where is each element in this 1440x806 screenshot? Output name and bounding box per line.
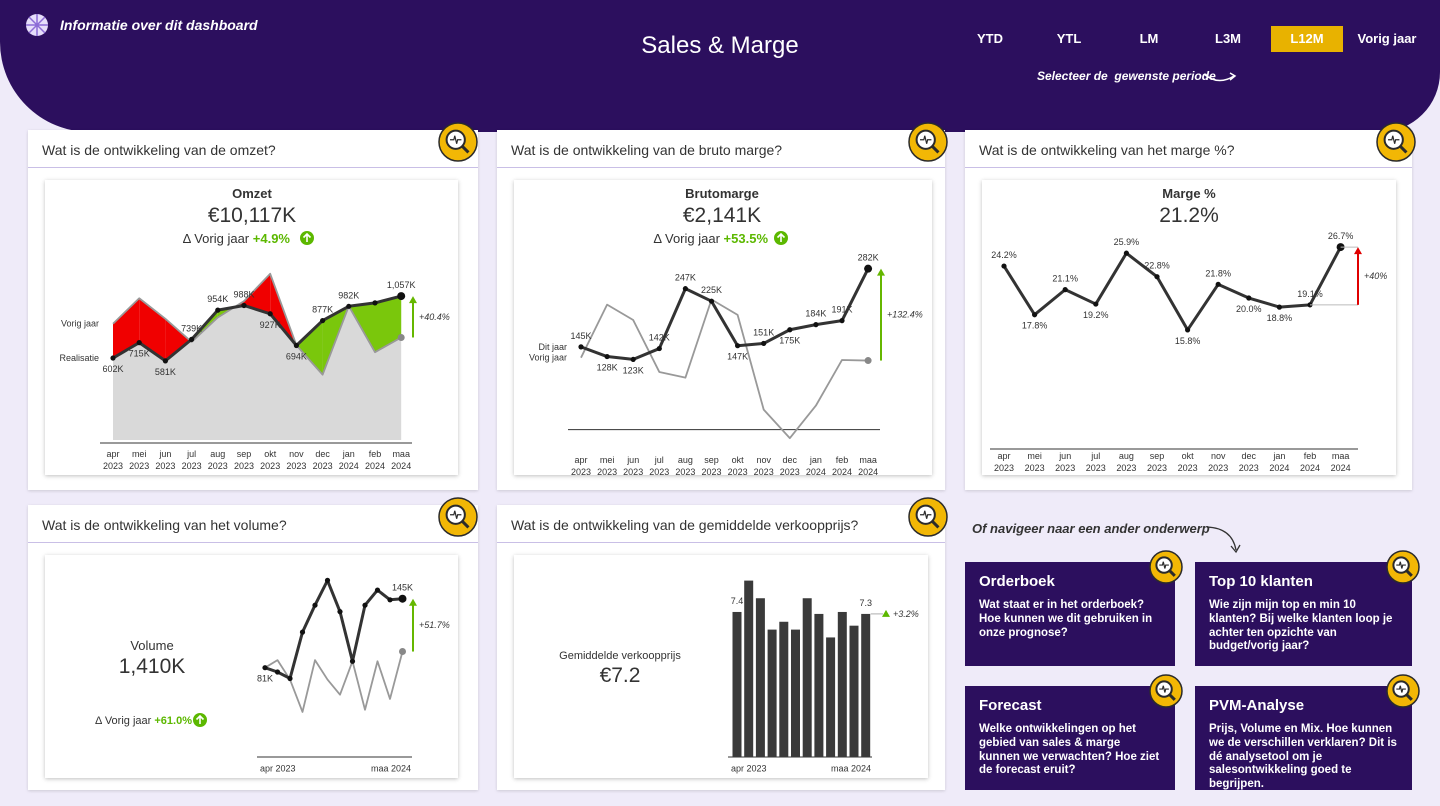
card-text: Prijs, Volume en Mix. Hoe kunnen we de v… <box>1209 723 1397 791</box>
card-text: Wie zijn mijn top en min 10 klanten? Bij… <box>1209 599 1393 653</box>
period-button[interactable]: L3M <box>1215 31 1241 46</box>
card-title: Forecast <box>979 697 1042 714</box>
chart-card <box>982 180 1396 475</box>
prompt-arrow <box>1206 526 1237 551</box>
prompt-arrow-head <box>1230 544 1241 554</box>
panel-title: Wat is de ontwikkeling van het volume? <box>42 517 287 533</box>
chart-card <box>514 180 932 475</box>
card-title: PVM-Analyse <box>1209 697 1305 714</box>
panel-title: Wat is de ontwikkeling van de gemiddelde… <box>511 517 859 533</box>
page-title: Sales & Marge <box>641 32 799 59</box>
panel-title: Wat is de ontwikkeling van het marge %? <box>979 142 1235 158</box>
nav-card[interactable]: PVM-Analyse Prijs, Volume en Mix. Hoe ku… <box>1195 686 1412 790</box>
card-text: Welke ontwikkelingen op het gebied van s… <box>979 723 1160 777</box>
chart-card <box>45 180 458 475</box>
panel-title: Wat is de ontwikkeling van de bruto marg… <box>511 142 783 158</box>
period-button[interactable]: Vorig jaar <box>1357 31 1417 46</box>
period-button[interactable]: YTL <box>1056 31 1082 46</box>
nav-card[interactable]: Orderboek Wat staat er in het orderboek?… <box>965 562 1175 666</box>
period-button[interactable]: LM <box>1139 31 1159 46</box>
nav-card[interactable]: Forecast Welke ontwikkelingen op het geb… <box>965 686 1175 790</box>
chart-card <box>45 555 458 778</box>
card-title: Top 10 klanten <box>1209 573 1313 590</box>
period-button[interactable]: L12M <box>1271 26 1343 52</box>
period-hint: Selecteer de gewenste periode <box>1037 69 1216 83</box>
nav-prompt: Of navigeer naar een ander onderwerp <box>972 521 1210 536</box>
panel-title: Wat is de ontwikkeling van de omzet? <box>42 142 276 158</box>
chart-card <box>514 555 928 778</box>
period-button[interactable]: YTD <box>977 31 1003 46</box>
card-text: Wat staat er in het orderboek? Hoe kunne… <box>979 599 1153 639</box>
card-title: Orderboek <box>979 573 1055 590</box>
info-link[interactable]: Informatie over dit dashboard <box>60 17 258 33</box>
header: Informatie over dit dashboard Sales & Ma… <box>0 0 1440 132</box>
nav-card[interactable]: Top 10 klanten Wie zijn mijn top en min … <box>1195 562 1412 666</box>
